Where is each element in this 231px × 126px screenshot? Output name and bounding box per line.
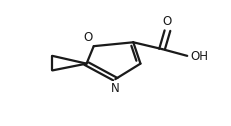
Text: N: N [110,82,119,95]
Text: O: O [162,15,171,28]
Text: O: O [83,31,92,44]
Text: OH: OH [189,50,207,63]
